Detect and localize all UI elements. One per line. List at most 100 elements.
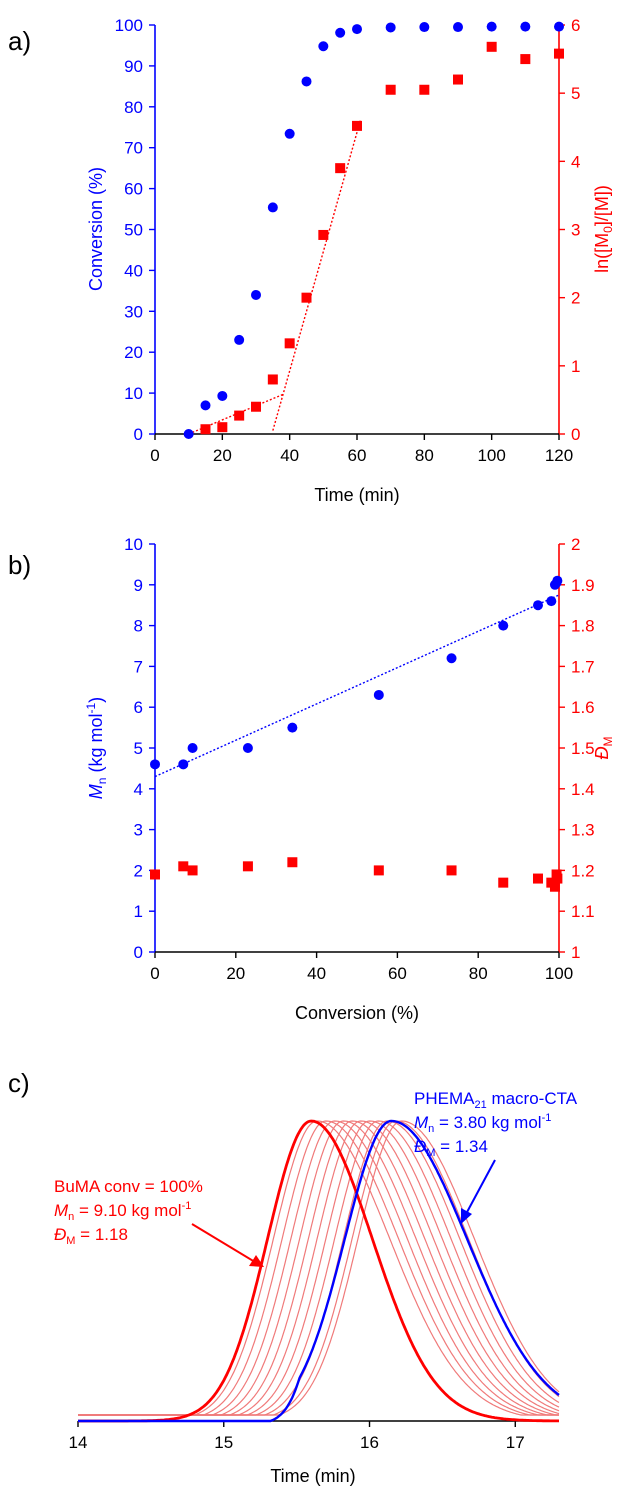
data-point-square (447, 865, 457, 875)
data-point-square (554, 49, 564, 59)
data-point-circle (178, 759, 188, 769)
left-tick-label: 8 (134, 617, 143, 636)
right-tick-label: 2 (571, 535, 580, 554)
left-tick-label: 9 (134, 576, 143, 595)
x-tick-label: 40 (280, 446, 299, 465)
macro-cta-mn: Mn = 3.80 kg mol-1 (414, 1112, 551, 1135)
right-tick-label: 4 (571, 152, 580, 171)
data-point-circle (251, 290, 261, 300)
final-conv-label: BuMA conv = 100% (54, 1177, 203, 1196)
right-tick-label: 1.6 (571, 698, 595, 717)
left-tick-label: 4 (134, 780, 143, 799)
data-point-circle (487, 22, 497, 32)
data-point-circle (374, 690, 384, 700)
data-point-square (419, 85, 429, 95)
left-tick-label: 5 (134, 739, 143, 758)
right-tick-label: 5 (571, 84, 580, 103)
x-tick-label: 0 (150, 446, 159, 465)
macro-cta-label: PHEMA21 macro-CTA (414, 1089, 578, 1111)
panel-b-label: b) (8, 550, 31, 580)
left-tick-label: 30 (124, 302, 143, 321)
data-point-circle (201, 400, 211, 410)
left-tick-label: 40 (124, 261, 143, 280)
x-tick-label: 80 (469, 964, 488, 983)
data-point-square (243, 861, 253, 871)
left-tick-label: 7 (134, 657, 143, 676)
data-point-square (287, 857, 297, 867)
right-tick-label: 1.1 (571, 902, 595, 921)
x-tick-label: 16 (360, 1433, 379, 1452)
data-point-circle (188, 743, 198, 753)
right-tick-label: 2 (571, 289, 580, 308)
fit-line (155, 595, 559, 777)
data-point-square (453, 75, 463, 85)
x-tick-label: 80 (415, 446, 434, 465)
panel-a-x-label: Time (min) (314, 485, 399, 505)
right-tick-label: 6 (571, 16, 580, 35)
data-point-circle (386, 22, 396, 32)
right-tick-label: 1.9 (571, 576, 595, 595)
data-point-square (178, 861, 188, 871)
data-point-circle (302, 76, 312, 86)
macro-cta-dispersity: ĐM = 1.34 (414, 1137, 488, 1159)
data-point-circle (533, 600, 543, 610)
x-tick-label: 17 (506, 1433, 525, 1452)
data-point-circle (150, 759, 160, 769)
left-tick-label: 10 (124, 535, 143, 554)
data-point-square (318, 230, 328, 240)
data-point-square (285, 338, 295, 348)
data-point-square (251, 402, 261, 412)
data-point-circle (335, 28, 345, 38)
data-point-square (352, 121, 362, 131)
x-tick-label: 120 (545, 446, 573, 465)
data-point-circle (453, 22, 463, 32)
data-point-square (217, 422, 227, 432)
left-tick-label: 10 (124, 384, 143, 403)
panel-b-x-label: Conversion (%) (295, 1003, 419, 1023)
final-arrow (192, 1224, 255, 1262)
panel-b-right-label: ĐM (592, 737, 615, 760)
data-point-circle (520, 22, 530, 32)
data-point-square (201, 424, 211, 434)
left-tick-label: 90 (124, 57, 143, 76)
data-point-circle (184, 429, 194, 439)
left-tick-label: 70 (124, 139, 143, 158)
panel-a: a) 0 20 40 60 80 100 120 010203040506070809010… (8, 16, 615, 505)
data-point-circle (498, 621, 508, 631)
data-point-square (498, 878, 508, 888)
x-tick-label: 100 (477, 446, 505, 465)
panel-c-x-label: Time (min) (270, 1466, 355, 1486)
left-tick-label: 1 (134, 902, 143, 921)
left-tick-label: 6 (134, 698, 143, 717)
left-tick-label: 20 (124, 343, 143, 362)
x-tick-label: 20 (213, 446, 232, 465)
panel-a-right-label: ln([M0]/[M]) (592, 185, 615, 273)
left-tick-label: 60 (124, 180, 143, 199)
data-point-circle (419, 22, 429, 32)
final-mn: Mn = 9.10 kg mol-1 (54, 1200, 191, 1223)
right-tick-label: 1 (571, 943, 580, 962)
left-tick-label: 2 (134, 861, 143, 880)
data-point-square (268, 374, 278, 384)
macro-cta-arrow (466, 1160, 495, 1214)
panel-c: c) 14 15 16 17 Time (min) PHEMA21 macro-CTA… (8, 1068, 578, 1486)
data-point-circle (318, 41, 328, 51)
data-point-square (150, 869, 160, 879)
x-tick-label: 60 (388, 964, 407, 983)
data-point-square (188, 865, 198, 875)
data-point-square (302, 293, 312, 303)
final-annotation: BuMA conv = 100% Mn = 9.10 kg mol-1 ĐM =… (54, 1177, 264, 1267)
macro-cta-arrowhead (461, 1208, 472, 1224)
panel-c-label: c) (8, 1068, 30, 1098)
right-tick-label: 0 (571, 425, 580, 444)
data-point-square (520, 54, 530, 64)
final-dispersity: ĐM = 1.18 (54, 1225, 128, 1247)
right-tick-label: 3 (571, 221, 580, 240)
data-point-circle (287, 723, 297, 733)
x-tick-label: 14 (69, 1433, 88, 1452)
left-tick-label: 50 (124, 221, 143, 240)
right-tick-label: 1 (571, 357, 580, 376)
data-point-circle (234, 335, 244, 345)
data-point-square (335, 163, 345, 173)
data-point-circle (352, 24, 362, 34)
